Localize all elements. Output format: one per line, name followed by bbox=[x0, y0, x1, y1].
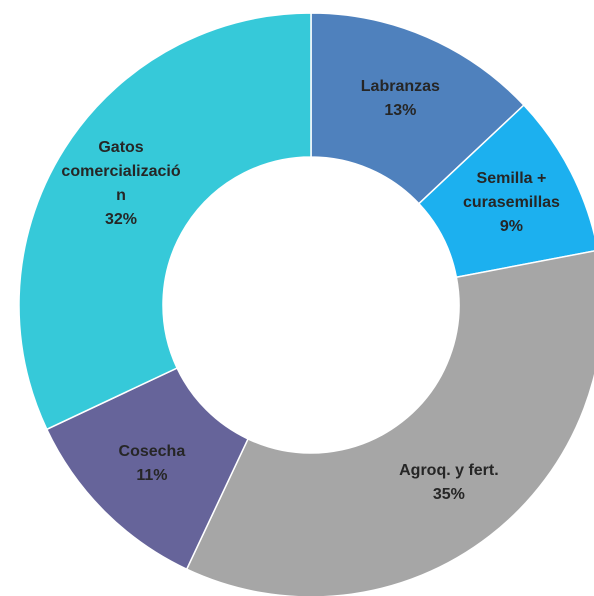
value-label: 32% bbox=[105, 211, 138, 229]
category-label: Labranzas bbox=[360, 77, 440, 95]
donut-slice bbox=[417, 104, 594, 279]
slice-label: Cosecha 11% bbox=[88, 440, 216, 488]
category-label: Cosecha bbox=[118, 443, 186, 461]
category-label: Semilla + curasemillas bbox=[462, 169, 560, 211]
slice-label: Gatos comercialización 32% bbox=[57, 136, 185, 232]
value-label: 11% bbox=[136, 467, 168, 485]
slice-label: Agroq. y fert. 35% bbox=[385, 459, 513, 507]
donut-slice bbox=[185, 250, 594, 596]
value-label: 13% bbox=[384, 101, 417, 119]
slice-label: Semilla + curasemillas 9% bbox=[447, 167, 575, 239]
donut-slice bbox=[310, 12, 525, 205]
value-label: 35% bbox=[432, 485, 465, 503]
category-label: Agroq. y fert. bbox=[399, 461, 499, 479]
donut-slice bbox=[18, 12, 312, 431]
category-label: Gatos comercialización bbox=[61, 139, 181, 205]
value-label: 9% bbox=[499, 217, 524, 235]
slice-label: Labranzas 13% bbox=[336, 75, 464, 123]
